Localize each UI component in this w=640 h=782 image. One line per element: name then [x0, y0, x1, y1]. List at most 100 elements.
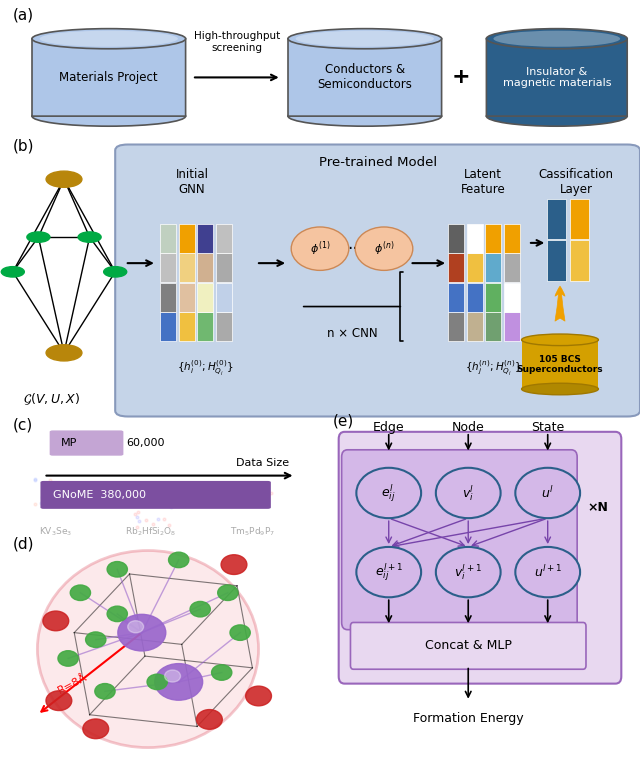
- Text: Latent
Feature: Latent Feature: [461, 167, 506, 196]
- Bar: [504, 224, 520, 253]
- Text: $\mathcal{G}(V, U, X)$: $\mathcal{G}(V, U, X)$: [22, 391, 80, 407]
- Text: State: State: [531, 421, 564, 434]
- Ellipse shape: [486, 106, 627, 126]
- Ellipse shape: [356, 468, 421, 518]
- Text: (b): (b): [13, 138, 35, 154]
- Circle shape: [1, 267, 24, 277]
- Ellipse shape: [515, 468, 580, 518]
- Bar: [504, 312, 520, 341]
- Text: GNoME  380,000: GNoME 380,000: [52, 490, 146, 500]
- Circle shape: [118, 615, 166, 651]
- Text: Tm$_5$Pd$_9$P$_7$: Tm$_5$Pd$_9$P$_7$: [230, 526, 275, 538]
- Circle shape: [147, 674, 167, 690]
- Bar: [467, 312, 483, 341]
- Circle shape: [43, 611, 68, 631]
- FancyBboxPatch shape: [40, 481, 271, 509]
- Bar: [485, 283, 501, 312]
- Bar: [216, 283, 232, 312]
- Bar: [448, 224, 464, 253]
- Circle shape: [27, 232, 50, 242]
- Ellipse shape: [436, 547, 500, 597]
- Bar: [179, 283, 195, 312]
- Bar: [504, 283, 520, 312]
- Ellipse shape: [296, 30, 434, 47]
- Bar: [160, 283, 176, 312]
- Text: High-throughput
screening: High-throughput screening: [194, 31, 280, 53]
- Bar: [485, 312, 501, 341]
- Bar: [547, 199, 566, 239]
- Text: $\{h_j^{(n)};H_{Q_i}^{(n)}\}$: $\{h_j^{(n)};H_{Q_i}^{(n)}\}$: [465, 359, 521, 378]
- FancyBboxPatch shape: [288, 38, 442, 116]
- Ellipse shape: [436, 468, 500, 518]
- Circle shape: [246, 686, 271, 706]
- Bar: [467, 224, 483, 253]
- Text: Initial
GNN: Initial GNN: [175, 167, 209, 196]
- Circle shape: [196, 709, 222, 730]
- Text: Edge: Edge: [373, 421, 404, 434]
- Ellipse shape: [40, 30, 178, 47]
- Ellipse shape: [515, 547, 580, 597]
- Ellipse shape: [522, 334, 598, 346]
- Bar: [448, 253, 464, 282]
- Ellipse shape: [493, 30, 620, 47]
- Ellipse shape: [288, 106, 442, 126]
- Text: Pre-trained Model: Pre-trained Model: [319, 156, 436, 169]
- Text: $u^{l+1}$: $u^{l+1}$: [534, 564, 562, 580]
- Text: $\{h_i^{(0)};H_{Q_i}^{(0)}\}$: $\{h_i^{(0)};H_{Q_i}^{(0)}\}$: [177, 359, 233, 378]
- Circle shape: [104, 267, 127, 277]
- Circle shape: [168, 552, 189, 568]
- FancyBboxPatch shape: [342, 450, 577, 630]
- Bar: [216, 312, 232, 341]
- Text: Formation Energy: Formation Energy: [413, 712, 524, 726]
- Circle shape: [221, 554, 247, 575]
- Circle shape: [46, 691, 72, 711]
- Circle shape: [155, 664, 203, 700]
- Bar: [504, 253, 520, 282]
- Circle shape: [83, 719, 109, 739]
- Text: Rb$_2$HfSi$_2$O$_8$: Rb$_2$HfSi$_2$O$_8$: [125, 526, 177, 538]
- Bar: [570, 199, 589, 239]
- Bar: [216, 224, 232, 253]
- Text: (c): (c): [13, 417, 33, 432]
- Bar: [485, 253, 501, 282]
- Ellipse shape: [32, 29, 186, 48]
- Circle shape: [86, 632, 106, 647]
- Circle shape: [212, 665, 232, 680]
- Ellipse shape: [37, 551, 259, 748]
- Bar: [467, 253, 483, 282]
- FancyBboxPatch shape: [115, 145, 640, 417]
- Text: R=8Å: R=8Å: [56, 672, 89, 696]
- Ellipse shape: [486, 29, 627, 48]
- Text: ×N: ×N: [588, 500, 608, 514]
- Ellipse shape: [288, 29, 442, 48]
- Ellipse shape: [356, 547, 421, 597]
- Bar: [216, 253, 232, 282]
- Bar: [197, 253, 213, 282]
- FancyBboxPatch shape: [50, 430, 124, 456]
- Text: $\phi^{(n)}$: $\phi^{(n)}$: [374, 239, 394, 258]
- Bar: [197, 312, 213, 341]
- Circle shape: [78, 232, 101, 242]
- Text: +: +: [451, 67, 470, 88]
- Bar: [197, 283, 213, 312]
- Bar: [160, 312, 176, 341]
- Bar: [160, 224, 176, 253]
- Circle shape: [190, 601, 211, 617]
- Text: $e^l_{ij}$: $e^l_{ij}$: [381, 482, 396, 504]
- Ellipse shape: [355, 227, 413, 271]
- Bar: [547, 240, 566, 281]
- Circle shape: [95, 683, 115, 699]
- Circle shape: [70, 585, 90, 601]
- Circle shape: [58, 651, 78, 666]
- Ellipse shape: [291, 227, 349, 271]
- Bar: [179, 312, 195, 341]
- Text: $v^{l+1}_i$: $v^{l+1}_i$: [454, 562, 482, 582]
- Ellipse shape: [32, 106, 186, 126]
- Bar: [179, 224, 195, 253]
- Text: (a): (a): [13, 7, 34, 22]
- Text: Data Size: Data Size: [236, 457, 289, 468]
- Text: 60,000: 60,000: [127, 438, 165, 448]
- Bar: [467, 283, 483, 312]
- FancyBboxPatch shape: [339, 432, 621, 683]
- Text: n × CNN: n × CNN: [326, 327, 378, 340]
